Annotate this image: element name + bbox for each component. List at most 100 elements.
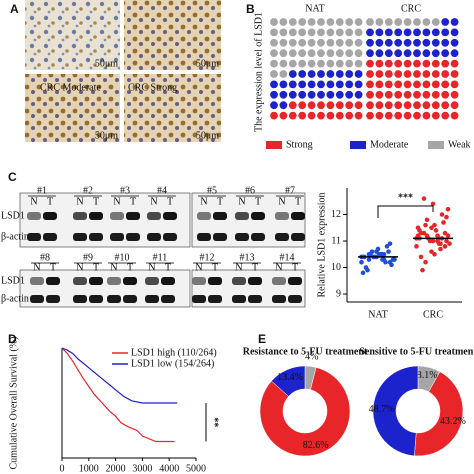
waffle-dot (422, 111, 431, 120)
blot-band (46, 277, 60, 285)
waffle-dot (335, 49, 344, 58)
y-axis-label: Cumulative Overall Survival (%) (8, 336, 19, 469)
waffle-dot (326, 70, 335, 78)
blot-band (110, 212, 124, 220)
waffle-dot (450, 28, 459, 37)
waffle-dot (270, 38, 278, 47)
waffle-dot (413, 59, 421, 68)
waffle-dot (317, 18, 325, 26)
waffle-dot (441, 70, 450, 78)
blot-band (161, 277, 175, 285)
y-tick-label: 12 (331, 209, 341, 220)
lane-label: N (238, 196, 245, 207)
waffle-dot (307, 70, 316, 78)
waffle-dot (335, 38, 344, 47)
waffle-dot (375, 111, 384, 120)
x-tick-label: 4000 (159, 463, 179, 474)
waffle-dot (366, 59, 374, 68)
waffle-dot (354, 101, 363, 110)
waffle-dot (366, 18, 374, 26)
waffle-dot (326, 111, 335, 120)
waffle-dot (288, 59, 297, 68)
significance: *** (398, 192, 413, 203)
data-point (423, 222, 428, 228)
waffle-dot (326, 80, 335, 89)
waffle-dot (403, 59, 412, 68)
waffle-dot (345, 38, 354, 47)
waffle-dot (354, 80, 363, 89)
blot-band (248, 277, 262, 285)
data-point (445, 233, 451, 239)
blot-row-label: β-actin (1, 231, 29, 242)
waffle-dot (345, 49, 354, 58)
panel-label: B (246, 2, 255, 16)
legend-label: Weak (448, 139, 471, 150)
blot-band (192, 277, 206, 285)
waffle-dot (298, 90, 307, 99)
waffle-dot (403, 38, 412, 47)
waffle-dot (422, 49, 431, 58)
waffle-dot (450, 70, 459, 78)
waffle-dot (298, 80, 307, 89)
blot-band (107, 295, 121, 303)
micrograph (25, 0, 120, 70)
waffle-dot (279, 101, 288, 110)
blot-band (192, 295, 206, 303)
waffle-dot (354, 70, 363, 78)
lane-label: N (150, 196, 157, 207)
blot-band (272, 277, 286, 285)
data-point (417, 228, 422, 233)
waffle-dot (431, 101, 440, 110)
lane-label: N (76, 196, 83, 207)
y-axis-label: Relative LSD1 expression (316, 193, 327, 298)
blot-row-label: β-actin (1, 293, 29, 304)
data-point (442, 230, 448, 236)
waffle-dot (384, 90, 393, 99)
waffle-dot (366, 28, 374, 37)
waffle-dot (307, 38, 316, 47)
blot-band (30, 295, 44, 303)
lane-label: T (50, 262, 56, 273)
waffle-dot (403, 80, 412, 89)
donut-segment (372, 365, 419, 457)
legend-label: LSD1 high (110/264) (131, 347, 217, 358)
waffle-dot (335, 101, 344, 110)
waffle-dot (279, 38, 288, 47)
waffle-dot (403, 101, 412, 110)
waffle-dot (317, 111, 325, 120)
lane-label: N (33, 262, 40, 273)
waffle-dot (394, 70, 403, 78)
data-point (438, 241, 443, 246)
waffle-dot (354, 49, 363, 58)
waffle-dot (403, 70, 412, 78)
waffle-dot (335, 80, 344, 89)
lane-label: T (167, 196, 173, 207)
lane-label: N (278, 196, 285, 207)
waffle-dot (279, 18, 288, 26)
data-point (444, 238, 449, 244)
waffle-dot (317, 38, 325, 47)
waffle-dot (366, 90, 374, 99)
waffle-dot (413, 49, 421, 58)
blot-band (126, 233, 140, 241)
waffle-dot (413, 28, 421, 37)
waffle-dot (317, 90, 325, 99)
waffle-group (366, 18, 459, 58)
waffle-dot (450, 38, 459, 47)
data-point (365, 267, 370, 273)
data-point (441, 220, 446, 225)
blot-band (73, 295, 87, 303)
waffle-dot (450, 111, 459, 120)
lane-label: T (255, 196, 261, 207)
waffle-dot (375, 80, 384, 89)
waffle-dot (317, 28, 325, 37)
value-label: 48.7% (369, 404, 395, 415)
waffle-dot (384, 80, 393, 89)
waffle-dot (317, 70, 325, 78)
waffle-dot (422, 38, 431, 47)
y-tick-label: 10 (331, 262, 341, 273)
panel-label: E (258, 332, 266, 346)
waffle-dot (441, 101, 450, 110)
data-point (432, 251, 437, 257)
category-title: CRC (401, 3, 421, 14)
